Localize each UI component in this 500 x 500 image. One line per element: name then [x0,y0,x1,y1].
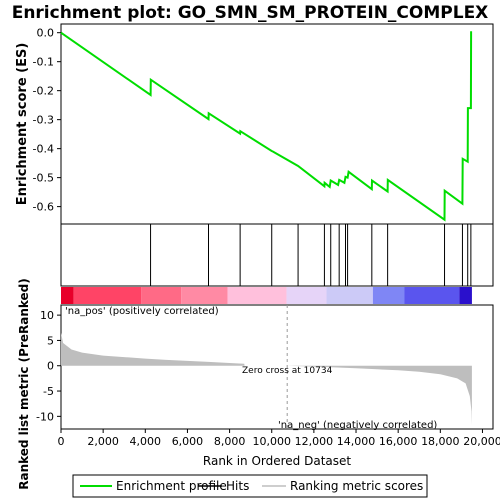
rank-colorbar [61,287,472,304]
colorbar-segment [141,287,182,304]
colorbar-segment [181,287,228,304]
x-tick-label: 16,000 [379,435,418,448]
es-y-tick-label: -0.5 [33,172,54,185]
legend-label: Ranking metric scores [290,479,423,493]
legend-label: Hits [226,479,249,493]
x-axis: 0 2,000 4,000 6,000 8,000 10,000 12,000 14,000 1… [58,429,500,448]
zero-cross-label: Zero cross at 10734 [242,366,333,376]
es-panel-frame [60,23,494,225]
x-tick-label: 6,000 [172,435,204,448]
x-tick-label: 18,000 [421,435,460,448]
rank-y-tick-label: -10 [36,410,54,423]
colorbar-segment [372,287,405,304]
x-tick-label: 20,000 [463,435,500,448]
x-axis-label: Rank in Ordered Dataset [203,454,351,468]
colorbar-segment [326,287,373,304]
rank-y-tick-label: 5 [47,334,54,347]
negative-correlation-label: 'na_neg' (negatively correlated) [278,420,437,431]
x-tick-label: 10,000 [252,435,291,448]
x-tick-label: 8,000 [214,435,246,448]
es-y-axis: 0.0 -0.1 -0.2 -0.3 -0.4 -0.5 -0.6 [33,27,61,214]
es-y-tick-label: -0.2 [33,85,54,98]
rank-y-tick-label: 10 [40,309,54,322]
hit-markers [150,224,472,286]
x-tick-label: 4,000 [130,435,162,448]
es-y-tick-label: -0.3 [33,114,54,127]
colorbar-segment [286,287,327,304]
x-tick-label: 14,000 [337,435,376,448]
colorbar-segment [227,287,287,304]
es-y-tick-label: 0.0 [37,27,55,40]
x-tick-label: 2,000 [87,435,119,448]
colorbar-segment [61,287,74,304]
rank-y-tick-label: 0 [47,360,54,373]
positive-correlation-label: 'na_pos' (positively correlated) [65,306,219,317]
x-tick-label: 0 [58,435,65,448]
legend: Enrichment profile Hits Ranking metric sco… [80,479,423,493]
hits-panel-frame [60,223,494,287]
colorbar-segment [73,287,142,304]
rank-y-axis: 10 5 0 -5 -10 [36,309,61,423]
es-y-tick-label: -0.1 [33,56,54,69]
es-y-tick-label: -0.6 [33,201,54,214]
rank-axis-label: Ranked list metric (PreRanked) [17,278,31,490]
es-profile-line [60,31,473,222]
es-axis-label: Enrichment score (ES) [15,43,30,206]
es-y-tick-label: -0.4 [33,143,54,156]
colorbar-segment [459,287,472,304]
legend-box [72,474,428,498]
rank-y-tick-label: -5 [43,385,54,398]
legend-label: Enrichment profile [116,479,227,493]
x-tick-label: 12,000 [295,435,334,448]
chart-title: Enrichment plot: GO_SMN_SM_PROTEIN_COMPL… [12,3,489,23]
colorbar-segment [404,287,460,304]
